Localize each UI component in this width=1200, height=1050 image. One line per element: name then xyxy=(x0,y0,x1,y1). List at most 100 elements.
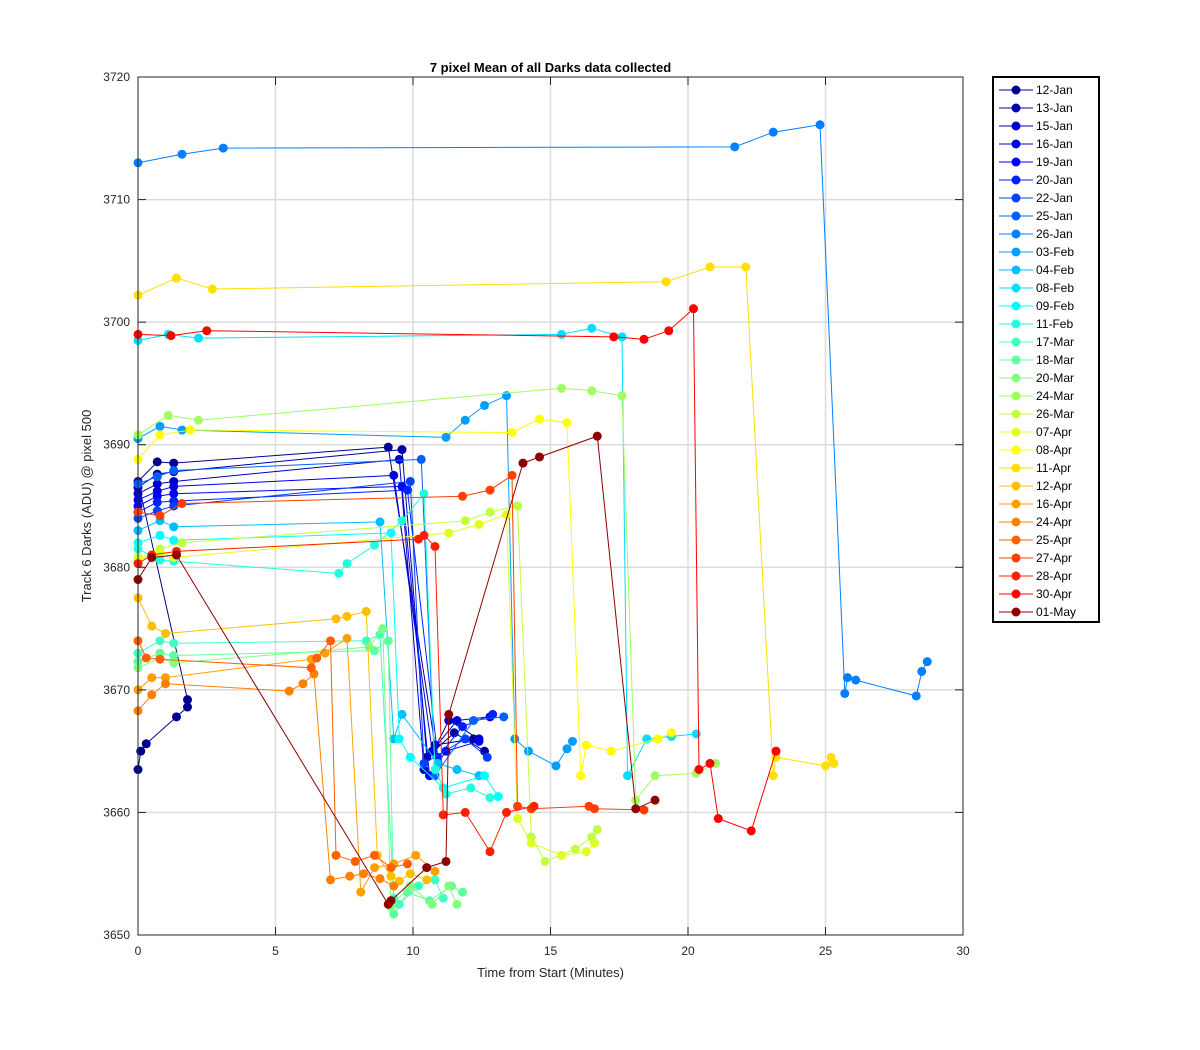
legend-item: 11-Apr xyxy=(999,461,1071,475)
legend-item: 18-Mar xyxy=(999,353,1074,367)
data-point xyxy=(581,847,591,857)
data-point xyxy=(513,801,522,811)
legend-label: 26-Mar xyxy=(1036,407,1074,421)
data-point xyxy=(345,871,355,881)
data-point xyxy=(474,736,484,746)
data-point xyxy=(441,432,451,442)
data-point xyxy=(364,642,374,652)
data-point xyxy=(375,874,385,884)
data-point xyxy=(326,636,335,646)
legend-marker xyxy=(1011,103,1021,113)
data-point xyxy=(194,333,203,343)
data-point xyxy=(155,555,165,565)
legend-label: 11-Apr xyxy=(1036,461,1071,475)
data-point xyxy=(631,795,641,805)
legend-item: 04-Feb xyxy=(999,263,1074,277)
data-point xyxy=(535,414,544,424)
data-point xyxy=(422,875,432,885)
data-point xyxy=(155,421,165,431)
data-point xyxy=(161,679,170,689)
legend-item: 20-Mar xyxy=(999,371,1074,385)
legend-label: 16-Jan xyxy=(1036,137,1073,151)
legend-item: 25-Apr xyxy=(999,533,1072,547)
legend-marker xyxy=(1011,301,1021,311)
data-point xyxy=(460,734,470,744)
legend-item: 24-Apr xyxy=(999,515,1072,529)
legend-marker xyxy=(1011,481,1021,491)
data-point xyxy=(405,476,415,486)
data-point xyxy=(169,638,179,648)
data-point xyxy=(389,470,399,480)
y-axis-title: Track 6 Darks (ADU) @ pixel 500 xyxy=(79,410,94,603)
y-tick-label: 3700 xyxy=(103,315,130,329)
legend-item: 12-Jan xyxy=(999,83,1073,97)
legend-label: 20-Jan xyxy=(1036,173,1073,187)
data-point xyxy=(177,499,187,509)
data-point xyxy=(284,686,294,696)
legend-item: 26-Mar xyxy=(999,407,1074,421)
legend-item: 07-Apr xyxy=(999,425,1072,439)
series-27-Apr xyxy=(133,470,649,815)
data-point xyxy=(375,517,385,527)
data-point xyxy=(172,273,181,283)
data-point xyxy=(526,838,536,848)
legend-label: 24-Apr xyxy=(1036,515,1072,529)
x-tick-label: 15 xyxy=(544,944,558,958)
data-point xyxy=(298,679,308,689)
data-point xyxy=(653,734,663,744)
data-point xyxy=(562,418,572,428)
x-tick-label: 5 xyxy=(272,944,279,958)
y-tick-label: 3680 xyxy=(103,560,130,574)
series-line xyxy=(137,307,777,832)
legend-label: 24-Mar xyxy=(1036,389,1074,403)
legend-marker xyxy=(1011,589,1021,599)
data-point xyxy=(557,850,566,860)
data-point xyxy=(169,489,179,499)
data-point xyxy=(169,481,179,491)
series-01-May xyxy=(133,431,660,909)
data-point xyxy=(562,744,572,754)
data-point xyxy=(485,793,495,803)
legend-marker xyxy=(1011,373,1021,383)
data-point xyxy=(207,284,217,294)
y-tick-label: 3660 xyxy=(103,805,130,819)
data-point xyxy=(444,881,454,891)
data-point xyxy=(430,541,440,551)
x-tick-label: 25 xyxy=(819,944,833,958)
data-point xyxy=(331,850,341,860)
data-point xyxy=(438,893,448,903)
legend-item: 13-Jan xyxy=(999,101,1073,115)
data-point xyxy=(430,875,440,885)
data-point xyxy=(438,810,448,820)
data-point xyxy=(169,535,179,545)
data-point xyxy=(458,722,467,732)
data-point xyxy=(416,454,426,464)
legend-marker xyxy=(1011,409,1021,419)
legend-marker xyxy=(1011,391,1021,401)
legend-label: 16-Apr xyxy=(1036,497,1072,511)
legend-item: 20-Jan xyxy=(999,173,1073,187)
data-point xyxy=(488,709,498,719)
series-26-Jan xyxy=(133,120,932,701)
data-point xyxy=(639,334,649,344)
legend-item: 03-Feb xyxy=(999,245,1074,259)
data-point xyxy=(172,712,181,722)
legend-marker xyxy=(1011,121,1021,131)
legend-label: 13-Jan xyxy=(1036,101,1073,115)
legend-marker xyxy=(1011,463,1021,473)
y-tick-label: 3670 xyxy=(103,683,130,697)
data-point xyxy=(427,899,437,909)
legend-marker xyxy=(1011,553,1021,563)
legend-marker xyxy=(1011,517,1021,527)
data-point xyxy=(746,826,756,836)
data-point xyxy=(389,881,399,891)
data-point xyxy=(147,552,157,562)
data-point xyxy=(650,795,660,805)
series-25-Apr xyxy=(133,636,412,873)
data-point xyxy=(147,690,157,700)
data-point xyxy=(851,675,861,685)
data-point xyxy=(419,489,429,499)
data-point xyxy=(623,771,632,781)
data-point xyxy=(218,143,228,153)
data-point xyxy=(155,548,165,558)
